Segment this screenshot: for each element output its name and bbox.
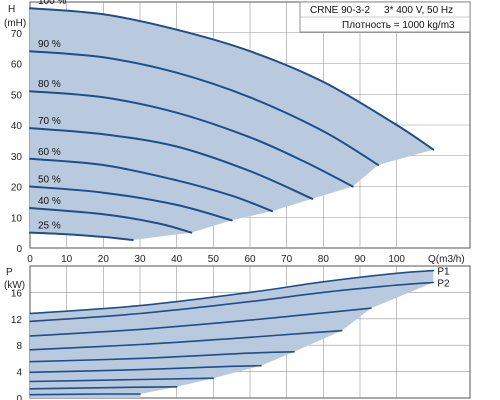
power-curve — [29, 364, 262, 374]
head-y-tick: 60 — [11, 60, 23, 71]
head-curve-25pct — [29, 231, 134, 241]
power-curve — [29, 281, 435, 323]
power-y-tick: 0 — [16, 394, 22, 400]
head-curves — [29, 7, 435, 241]
flow-x-tick-labels: 0 10 20 30 40 50 60 70 80 90 100 — [27, 254, 405, 265]
head-curve-50pct — [29, 185, 233, 222]
power-y-tick: 12 — [11, 315, 23, 326]
power-curves — [29, 269, 435, 396]
flow-x-tick: 10 — [61, 254, 73, 265]
head-curve-label: 100 % — [38, 0, 66, 7]
head-y-tick-labels: 0 10 20 30 40 50 60 70 — [11, 29, 23, 255]
flow-x-tick: 60 — [244, 254, 256, 265]
pump-supply: 3* 400 V, 50 Hz — [384, 5, 453, 16]
head-curve-70pct — [29, 127, 314, 200]
power-curve — [29, 269, 435, 315]
flow-x-tick: 50 — [208, 254, 220, 265]
head-axis-label: H — [8, 4, 15, 15]
power-curve — [29, 307, 372, 337]
power-curve — [29, 329, 343, 351]
head-curve-40pct — [29, 207, 193, 234]
head-curve-label: 40 % — [38, 196, 61, 207]
head-operating-region — [30, 8, 434, 241]
head-curve-label: 60 % — [38, 147, 61, 158]
power-curve-label-p1: P1 — [437, 267, 450, 278]
flow-x-tick: 90 — [354, 254, 366, 265]
head-curve-label: 25 % — [38, 221, 61, 232]
head-curve-label: 70 % — [38, 116, 61, 127]
head-y-tick: 30 — [11, 152, 23, 163]
head-curve-60pct — [29, 157, 273, 213]
flow-x-tick: 80 — [318, 254, 330, 265]
head-y-tick: 0 — [16, 244, 22, 255]
power-y-tick-labels: 0 4 8 12 16 — [11, 288, 23, 400]
flow-x-tick: 0 — [27, 254, 33, 265]
power-curve — [29, 393, 141, 396]
head-y-tick: 50 — [11, 90, 23, 101]
head-y-tick: 40 — [11, 121, 23, 132]
pump-model: CRNE 90-3-2 — [310, 5, 370, 16]
power-curve-label-p2: P2 — [437, 279, 450, 290]
head-curve-label: 90 % — [38, 39, 61, 50]
power-axis-unit: (kW) — [4, 280, 25, 291]
head-y-tick: 10 — [11, 213, 23, 224]
power-curve — [29, 351, 295, 363]
flow-axis-label: Q(m3/h) — [428, 254, 465, 265]
flow-x-tick: 40 — [171, 254, 183, 265]
head-chart: 100 % 90 % 80 % 70 % 60 % 50 % 40 % 25 % 0 10 20 3… — [4, 0, 471, 265]
flow-x-tick: 30 — [134, 254, 146, 265]
power-axis-label: P — [6, 267, 13, 278]
power-y-tick: 8 — [16, 341, 22, 352]
power-curve — [29, 377, 215, 383]
flow-x-tick: 20 — [98, 254, 110, 265]
head-axis-unit: (mH) — [4, 18, 26, 29]
head-curve-label: 50 % — [38, 175, 61, 186]
flow-x-tick: 100 — [388, 254, 405, 265]
flow-x-tick: 70 — [281, 254, 293, 265]
head-curve-80pct — [29, 90, 354, 188]
power-curve — [29, 386, 178, 390]
head-y-tick: 20 — [11, 183, 23, 194]
head-curve-labels: 100 % 90 % 80 % 70 % 60 % 50 % 40 % 25 % — [38, 0, 66, 232]
fluid-density: Плотность = 1000 kg/m3 — [342, 20, 455, 31]
head-y-tick: 70 — [11, 29, 23, 40]
power-y-tick: 4 — [16, 368, 22, 379]
power-operating-region — [30, 270, 434, 398]
power-y-tick: 16 — [11, 288, 23, 299]
info-box: CRNE 90-3-2 3* 400 V, 50 Hz Плотность = … — [299, 1, 471, 33]
head-curve-label: 80 % — [38, 79, 61, 90]
head-curve-90pct — [29, 50, 380, 166]
head-curve-100pct — [29, 7, 435, 151]
